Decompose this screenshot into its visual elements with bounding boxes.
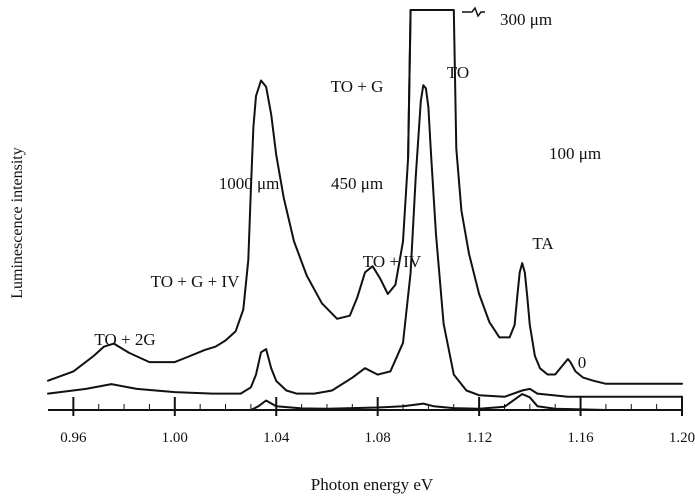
annotation-ta: TA <box>532 234 554 253</box>
annotation-to-2g: TO + 2G <box>94 330 155 349</box>
x-tick-label-1.04: 1.04 <box>263 430 290 446</box>
x-tick-label-1.16: 1.16 <box>567 430 594 446</box>
annotation-zero: 0 <box>578 353 587 372</box>
scale-break-mark <box>462 6 485 18</box>
label-450um: 450 μm <box>331 174 383 193</box>
series-curve-1 <box>47 9 412 382</box>
x-axis-label: Photon energy eV <box>311 475 434 494</box>
ticks-layer: 0.96 1.00 1.04 1.08 1.12 1.16 1.20 <box>60 397 695 446</box>
x-tick-label-1.12: 1.12 <box>466 430 492 446</box>
label-100um: 100 μm <box>549 144 601 163</box>
y-axis-label: Luminescence intensity <box>9 147 26 299</box>
annotation-to-g: TO + G <box>331 77 384 96</box>
annotation-to: TO <box>447 63 469 82</box>
x-tick-label-0.96: 0.96 <box>60 430 87 446</box>
label-1000um: 1000 μm <box>219 174 280 193</box>
series-curve-3 <box>47 84 683 398</box>
curves-layer <box>47 9 683 411</box>
x-tick-label-1.08: 1.08 <box>365 430 391 446</box>
annotation-to-g-iv: TO + G + IV <box>151 272 240 291</box>
x-tick-label-1.00: 1.00 <box>162 430 188 446</box>
x-tick-label-1.20: 1.20 <box>669 430 695 446</box>
label-300um: 300 μm <box>500 10 552 29</box>
series-curve-2 <box>407 9 683 385</box>
annotation-to-iv: TO + IV <box>363 252 422 271</box>
